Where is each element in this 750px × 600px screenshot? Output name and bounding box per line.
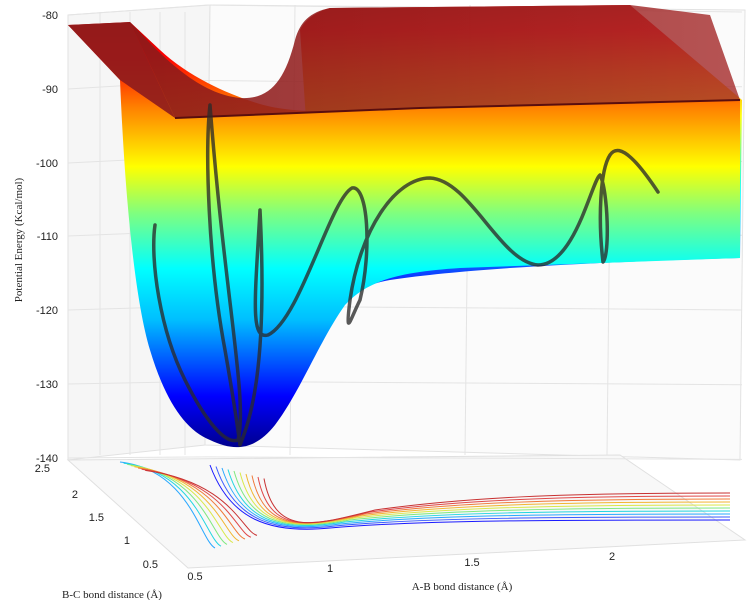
y-axis-ticks: 2.5 2 1.5 1 0.5 — [35, 463, 158, 571]
y-tick-label: 2 — [72, 489, 78, 501]
y-tick-label: 2.5 — [35, 463, 50, 475]
contour-line — [221, 467, 731, 528]
y-tick-label: 1 — [124, 535, 130, 547]
contour-line — [209, 464, 731, 530]
y-tick-label: 0.5 — [143, 559, 158, 571]
contour-line — [145, 469, 258, 536]
surface-cap-edge — [174, 99, 741, 119]
x-axis-label: A-B bond distance (Å) — [412, 581, 513, 593]
z-tick-label: -100 — [36, 158, 58, 170]
z-grid-line — [207, 456, 743, 460]
contour-line — [239, 472, 731, 525]
x-tick-label: 0.5 — [187, 571, 202, 583]
contour-line — [227, 469, 731, 527]
z-tick-label: -110 — [37, 231, 58, 243]
y-axis-label: B-C bond distance (Å) — [62, 589, 162, 600]
surface-cap-left — [68, 22, 175, 118]
trajectory-curve — [152, 103, 660, 447]
x-axis-ticks: 0.5 1 1.5 2 — [187, 551, 615, 583]
contour-line — [215, 466, 731, 529]
z-grid-line — [67, 4, 209, 16]
z-grid-line — [67, 456, 209, 459]
contour-line — [257, 476, 731, 524]
z-tick-label: -90 — [42, 84, 58, 96]
x-tick-label: 1.5 — [464, 557, 479, 569]
z-axis-label: Potential Energy (Kcal/mol) — [13, 177, 25, 302]
z-tick-label: -130 — [36, 379, 58, 391]
contour-line — [251, 475, 731, 524]
x-tick-label: 1 — [327, 563, 333, 575]
contour-projection — [119, 461, 731, 549]
z-tick-label: -140 — [36, 453, 58, 465]
surface-cap-top — [130, 5, 740, 118]
contour-line — [263, 478, 731, 524]
z-tick-label: -120 — [36, 305, 58, 317]
z-axis-ticks: -80 -90 -100 -110 -120 -130 -140 — [36, 10, 58, 465]
y-tick-label: 1.5 — [89, 512, 104, 524]
contour-line — [245, 473, 731, 524]
x-tick-label: 2 — [609, 551, 615, 563]
contour-line — [233, 470, 731, 526]
z-tick-label: -80 — [42, 10, 58, 22]
